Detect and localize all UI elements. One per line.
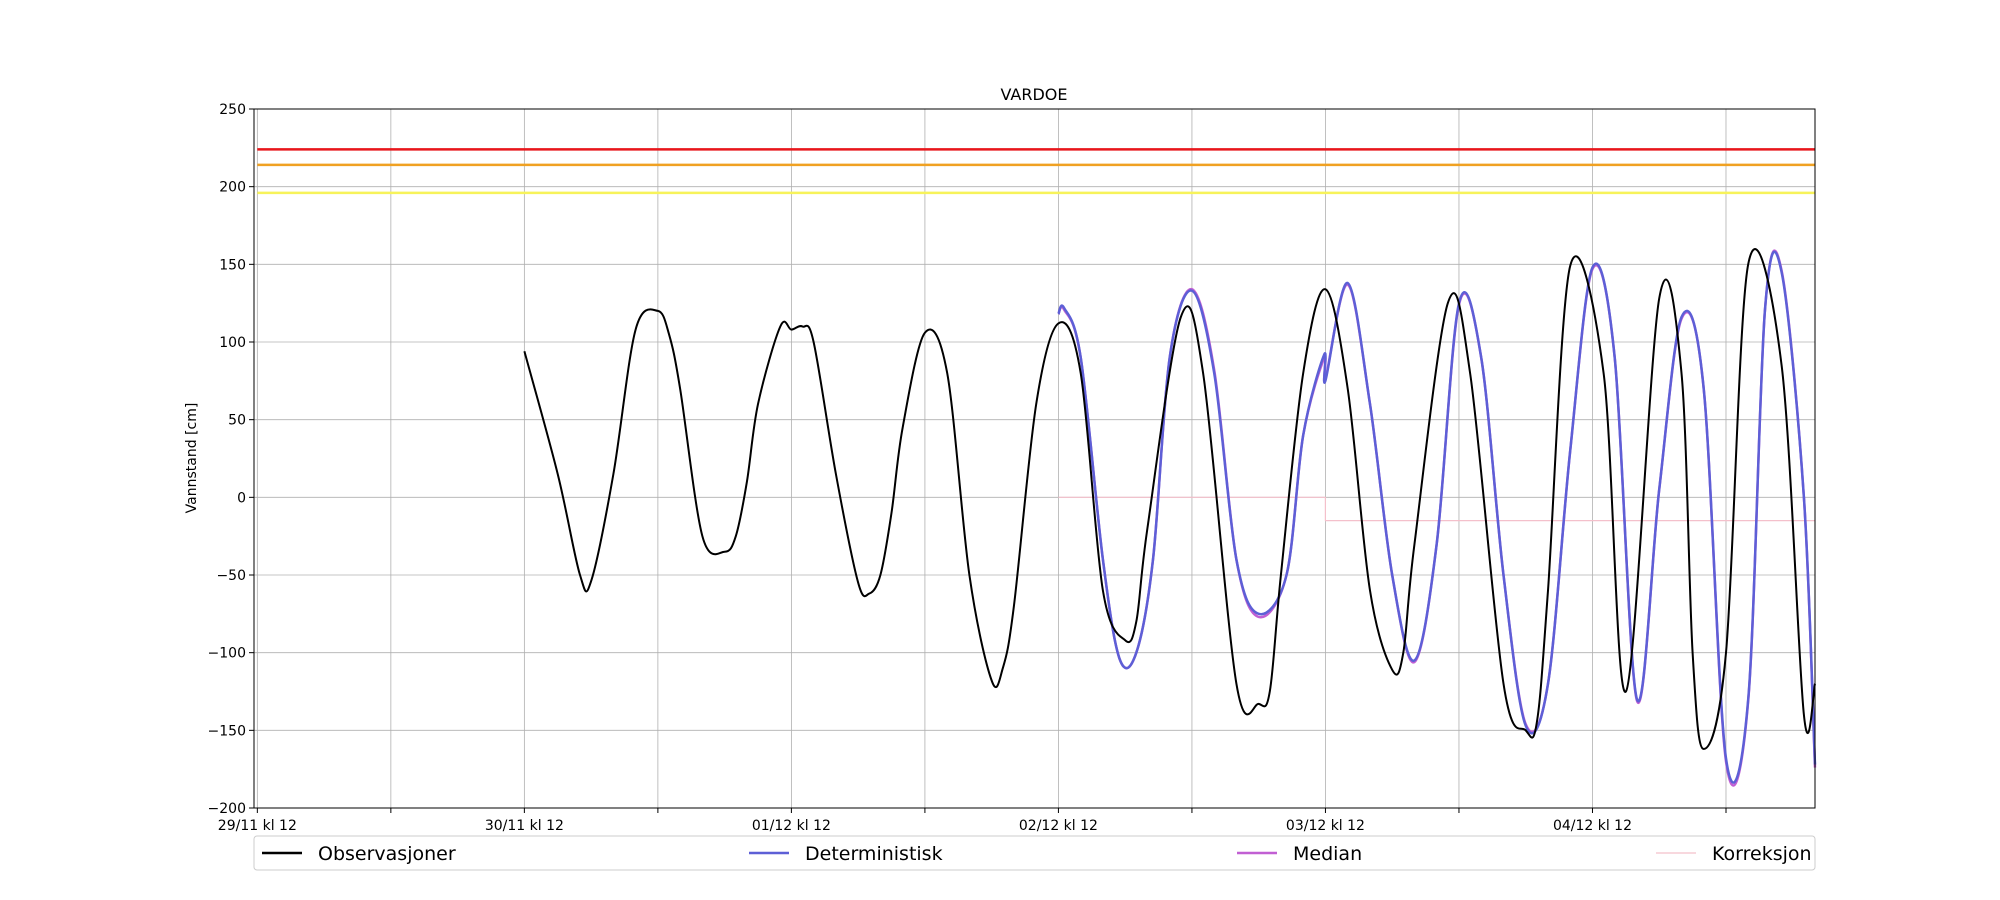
y-tick-label: −200	[208, 801, 246, 817]
legend: Observasjoner Deterministisk Median Korreks…	[253, 835, 1816, 871]
x-tick-label: 02/12 kl 12	[1019, 818, 1098, 834]
x-axis: 29/11 kl 12 30/11 kl 12 01/12 kl 12 02/12 k…	[218, 808, 1727, 834]
x-tick-label: 04/12 kl 12	[1553, 818, 1632, 834]
y-tick-label: −100	[208, 646, 246, 662]
x-tick-label: 01/12 kl 12	[752, 818, 831, 834]
legend-label: Korreksjon	[1712, 843, 1812, 865]
y-axis-label: Vannstand [cm]	[184, 403, 200, 514]
legend-box	[253, 835, 1816, 871]
y-tick-label: 0	[237, 490, 246, 506]
chart-title: VARDOE	[1000, 85, 1067, 104]
series-layer	[523, 248, 1817, 787]
series-line-observasjoner	[523, 248, 1816, 750]
series-line-median	[1057, 249, 1817, 787]
y-tick-label: 150	[219, 257, 246, 273]
y-tick-label: 100	[219, 335, 246, 351]
y-tick-label: 50	[228, 413, 246, 429]
x-tick-label: 30/11 kl 12	[485, 818, 564, 834]
series-line-korreksjon	[1058, 496, 1815, 522]
y-tick-label: −50	[216, 568, 246, 584]
legend-label: Observasjoner	[318, 843, 456, 865]
y-axis: −200 −150 −100 −50 0 50 100 150 200 250	[208, 102, 254, 817]
y-tick-label: 200	[219, 180, 246, 196]
x-tick-label: 29/11 kl 12	[218, 818, 297, 834]
grid-layer	[254, 108, 1815, 809]
plot-frame	[253, 108, 1816, 809]
y-tick-label: −150	[208, 723, 246, 739]
threshold-layer	[257, 148, 1815, 195]
series-line-deterministisk	[1057, 250, 1817, 784]
legend-label: Median	[1293, 843, 1362, 865]
x-tick-label: 03/12 kl 12	[1286, 818, 1365, 834]
legend-label: Deterministisk	[805, 843, 943, 865]
y-tick-label: 250	[219, 102, 246, 118]
